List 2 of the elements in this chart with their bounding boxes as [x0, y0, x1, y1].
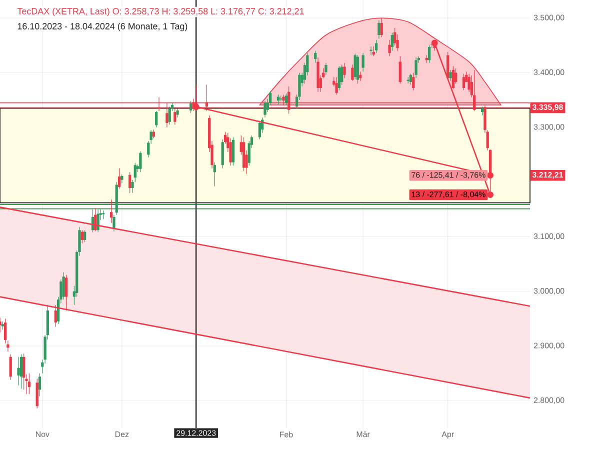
text: 16.10.2023 - 18.04.2024 (6 Monate, 1 Tag) [18, 22, 188, 32]
text: TecDAX (XETRA, Last) O: 3.258,73 H: 3.259,58 L: 3.176,77 C: 3.212,21 [17, 8, 304, 16]
